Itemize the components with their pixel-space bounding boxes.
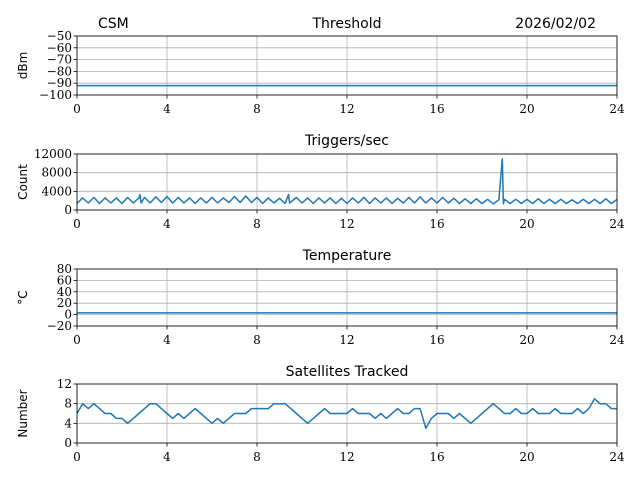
y-tick-label: 8	[64, 397, 72, 411]
y-tick-label: −20	[47, 319, 72, 333]
y-tick-label: 20	[57, 296, 72, 310]
y-tick-label: −100	[39, 88, 72, 102]
series-line	[77, 157, 617, 205]
y-tick-label: −80	[47, 64, 72, 78]
x-tick-label: 20	[519, 217, 534, 231]
x-tick-label: 8	[253, 102, 261, 116]
x-tick-label: 0	[73, 217, 81, 231]
axes-frame	[76, 153, 618, 211]
x-tick-label: 16	[429, 217, 444, 231]
x-tick-label: 20	[519, 333, 534, 347]
y-tick-label: −90	[47, 76, 72, 90]
x-tick-label: 4	[163, 333, 171, 347]
x-tick-label: 16	[429, 102, 444, 116]
subplot-title: Triggers/sec	[304, 133, 389, 149]
x-tick-label: 20	[519, 450, 534, 464]
x-tick-label: 4	[163, 217, 171, 231]
subplot-2: 0 4 8 12 16 20 24 12000 8000 4000 0 Triggers/sec Cou…	[16, 133, 625, 231]
y-tick-label: 80	[57, 262, 72, 276]
y-tick-label: 0	[64, 203, 72, 217]
x-tick-label: 24	[609, 333, 625, 347]
x-tick-label: 0	[73, 333, 81, 347]
x-tick-label: 12	[339, 333, 354, 347]
x-tick-label: 8	[253, 333, 261, 347]
x-tick-label: 24	[609, 102, 625, 116]
x-tick-label: 16	[429, 450, 444, 464]
x-tick-label: 16	[429, 333, 444, 347]
subplot-4: 0 4 8 12 16 20 24 12 8 4 0 Satellites Tracked Number	[16, 364, 625, 464]
subplot-title: Temperature	[302, 248, 392, 264]
y-tick-label: 12000	[34, 147, 72, 161]
x-tick-label: 8	[253, 450, 261, 464]
x-tick-label: 12	[339, 217, 354, 231]
y-axis-label: dBm	[16, 52, 30, 80]
y-tick-label: 40	[57, 285, 72, 299]
x-tick-label: 0	[73, 450, 81, 464]
x-tick-label: 24	[609, 217, 625, 231]
header-date-label: 2026/02/02	[515, 16, 596, 32]
subplot-title: Threshold	[312, 16, 382, 32]
subplot-1: 0 4 8 12 16 20 24 −50−60−70−80−90−100 Threshold d…	[16, 16, 625, 116]
x-tick-label: 12	[339, 102, 354, 116]
y-tick-label: 0	[64, 436, 72, 450]
y-axis-label: °C	[16, 290, 30, 304]
y-tick-label: −70	[47, 53, 72, 67]
y-axis-label: Number	[16, 389, 30, 437]
y-tick-label: 4000	[41, 184, 72, 198]
header-left-label: CSM	[98, 16, 129, 32]
y-tick-label: 60	[57, 273, 72, 287]
series-line	[77, 398, 617, 430]
x-tick-label: 4	[163, 450, 171, 464]
y-axis-label: Count	[16, 164, 30, 200]
x-tick-label: 0	[73, 102, 81, 116]
x-tick-label: 8	[253, 217, 261, 231]
axes-frame	[76, 268, 618, 327]
y-tick-label: 4	[64, 416, 72, 430]
x-tick-label: 4	[163, 102, 171, 116]
x-tick-label: 24	[609, 450, 625, 464]
y-tick-label: 8000	[41, 166, 72, 180]
y-tick-label: −50	[47, 29, 72, 43]
axes-frame	[76, 383, 618, 444]
x-tick-label: 12	[339, 450, 354, 464]
y-tick-label: −60	[47, 41, 72, 55]
axes-frame	[76, 35, 618, 96]
x-tick-label: 20	[519, 102, 534, 116]
y-tick-label: 12	[57, 377, 72, 391]
subplot-title: Satellites Tracked	[286, 364, 409, 380]
y-tick-label: 0	[64, 308, 72, 322]
